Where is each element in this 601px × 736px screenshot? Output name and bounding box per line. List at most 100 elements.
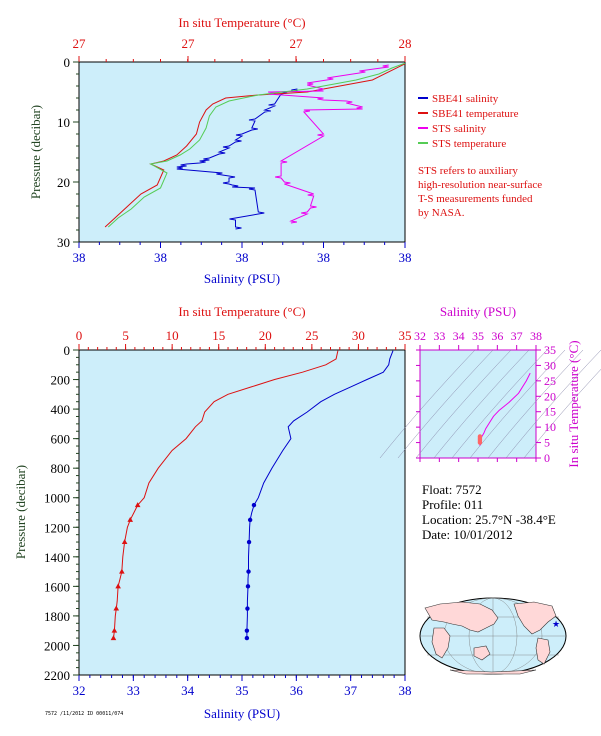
ts-sal-tick-label: 36: [491, 329, 503, 343]
ts-temp-tick-label: 30: [544, 358, 556, 372]
bottom-pressure-tick-label: 1000: [44, 491, 70, 506]
density-contour: [415, 349, 512, 459]
bottom-temp-tick-label: 10: [166, 328, 179, 343]
top-temperature-axis-title: In situ Temperature (°C): [178, 15, 305, 30]
density-contour: [505, 349, 601, 459]
ts-temp-tick-label: 0: [544, 451, 550, 465]
bottom-temperature-axis-title: In situ Temperature (°C): [178, 304, 305, 319]
sts-note: STS refers to auxiliary high-resolution n…: [418, 165, 542, 219]
top-temp-tick-label: 27: [73, 36, 87, 51]
ts-density-contours: [379, 349, 601, 459]
density-contour: [451, 349, 548, 459]
bottom-pressure-tick-label: 1600: [44, 579, 70, 594]
bottom-temp-tick-label: 0: [76, 328, 83, 343]
top-sal-tick-label: 38: [317, 250, 330, 265]
date-label: Date: 10/01/2012: [422, 527, 513, 542]
salinity-point: [246, 569, 251, 574]
salinity-point: [246, 539, 252, 545]
note-line: T-S measurements funded: [418, 193, 533, 205]
bottom-pressure-tick-label: 800: [51, 461, 71, 476]
bottom-sal-tick-label: 33: [127, 683, 140, 698]
continent-australia: [473, 645, 491, 661]
ts-sal-tick-label: 38: [530, 329, 542, 343]
bottom-pressure-tick-label: 1200: [44, 520, 70, 535]
bottom-pressure-tick-label: 600: [51, 432, 71, 447]
temperature-point: [111, 627, 118, 633]
top-pressure-axis-title: Pressure (decibar): [28, 105, 43, 199]
top-sal-tick-label: 38: [73, 250, 86, 265]
bottom-temp-tick-label: 35: [399, 328, 412, 343]
top-temp-tick-label: 27: [290, 36, 304, 51]
salinity-point: [247, 517, 253, 523]
ts-temp-tick-label: 25: [544, 374, 556, 388]
legend-label: STS salinity: [432, 123, 487, 135]
location-label: Location: 25.7°N -38.4°E: [422, 512, 556, 527]
temperature-point: [121, 539, 128, 545]
bottom-tick-marks: 0 5 10 15 20 25 30 35 32 33 34 35 36 37 38 0 200 400 600 80…: [44, 328, 412, 698]
temperature-point: [119, 568, 125, 574]
bottom-sal-tick-label: 36: [290, 683, 304, 698]
bottom-plot-area: [78, 349, 406, 676]
bottom-pressure-tick-label: 200: [51, 373, 71, 388]
salinity-point: [245, 606, 250, 611]
note-line: STS refers to auxiliary: [418, 165, 518, 177]
top-pressure-tick-label: 0: [64, 55, 71, 70]
world-map-inset: ★: [419, 597, 567, 675]
bottom-pressure-tick-label: 400: [51, 402, 71, 417]
temperature-point: [134, 502, 141, 508]
map-continents: [424, 601, 557, 675]
bottom-pressure-tick-label: 2200: [44, 668, 70, 683]
note-line: high-resolution near-surface: [418, 179, 542, 191]
salinity-point: [244, 628, 250, 633]
bottom-sal-tick-label: 34: [181, 683, 195, 698]
top-series-lines: [104, 62, 406, 230]
temperature-point: [115, 583, 121, 589]
top-plot-area: [78, 61, 406, 243]
salinity-point: [251, 502, 257, 508]
ts-salinity-axis-title: Salinity (PSU): [440, 304, 516, 319]
bottom-pressure-tick-label: 2000: [44, 638, 70, 653]
legend-label: SBE41 temperature: [432, 108, 519, 120]
ts-series-line: [477, 372, 531, 446]
bottom-sal-tick-label: 35: [236, 683, 249, 698]
ts-temp-tick-label: 35: [544, 343, 556, 357]
salinity-point: [245, 584, 251, 589]
ts-temp-tick-label: 10: [544, 420, 556, 434]
bottom-series-lines: [110, 350, 394, 641]
top-pressure-tick-label: 30: [57, 235, 70, 250]
bottom-temp-tick-label: 25: [305, 328, 318, 343]
ts-sal-tick-label: 32: [414, 329, 426, 343]
bottom-sal-tick-label: 38: [399, 683, 412, 698]
bottom-temp-tick-label: 15: [212, 328, 225, 343]
ts-sal-tick-label: 33: [433, 329, 445, 343]
density-contour: [379, 349, 476, 459]
profile-label: Profile: 011: [422, 497, 484, 512]
full-depth-panel: In situ Temperature (°C) Salinity (PSU) …: [13, 304, 412, 721]
continent-south-america: [535, 637, 551, 665]
ts-sal-tick-label: 34: [453, 329, 465, 343]
top-temp-tick-label: 27: [182, 36, 196, 51]
temperature-point: [113, 605, 120, 611]
bottom-pressure-tick-label: 1800: [44, 609, 70, 624]
bottom-salinity-line: [246, 350, 394, 639]
bottom-pressure-tick-label: 1400: [44, 550, 70, 565]
bottom-sal-tick-label: 32: [73, 683, 86, 698]
top-sal-tick-label: 38: [236, 250, 249, 265]
density-contour: [397, 349, 494, 459]
continent-antarctica: [449, 669, 537, 675]
note-line: by NASA.: [418, 207, 465, 219]
ts-temp-tick-label: 20: [544, 389, 556, 403]
density-contour: [487, 349, 584, 459]
ts-deep-point: [477, 434, 483, 439]
temperature-point: [127, 516, 134, 522]
ts-temperature-axis-title: In situ Temperature (°C): [566, 340, 581, 467]
ts-sal-tick-label: 37: [511, 329, 523, 343]
top-series-sts-temperature: [107, 62, 406, 228]
bottom-temp-tick-label: 30: [352, 328, 365, 343]
ts-temp-tick-label: 15: [544, 405, 556, 419]
float-location-marker: ★: [552, 619, 560, 629]
ts-temp-tick-label: 5: [544, 436, 550, 450]
legend-label: STS temperature: [432, 138, 506, 150]
